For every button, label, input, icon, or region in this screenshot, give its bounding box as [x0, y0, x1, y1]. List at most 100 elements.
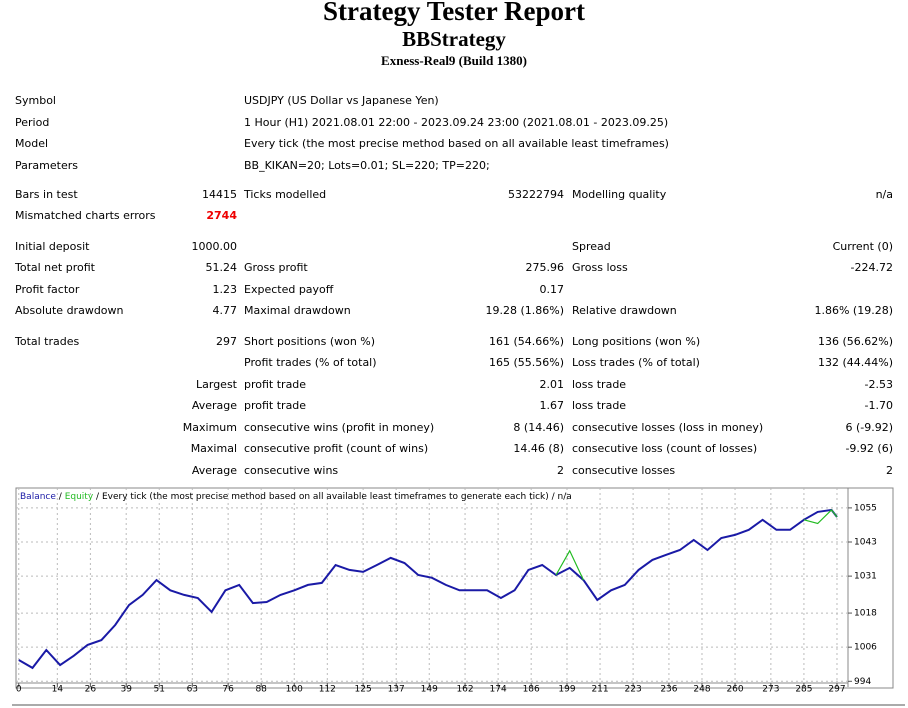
stat-cell: profit trade	[244, 377, 307, 391]
stat-cell: 161 (54.66%)	[488, 334, 564, 348]
stat-cell: 1.86% (19.28)	[814, 304, 893, 318]
stat-cell: -2.53	[864, 377, 893, 391]
x-tick-label: 236	[660, 685, 677, 695]
x-tick-label: 100	[286, 685, 303, 695]
stat-cell: consecutive wins (profit in money)	[244, 420, 435, 434]
stat-cell: Loss trades (% of total)	[572, 356, 700, 370]
stat-cell: -224.72	[850, 261, 893, 275]
x-tick-label: 297	[828, 685, 845, 695]
stat-cell: Gross profit	[244, 261, 308, 275]
stat-cell: 1.67	[539, 399, 565, 413]
stat-cell: consecutive loss (count of losses)	[572, 442, 758, 456]
legend-item: /	[59, 492, 63, 502]
stat-cell: loss trade	[572, 399, 627, 413]
y-tick-label: 1006	[854, 643, 877, 653]
stat-cell: 14.46 (8)	[513, 442, 564, 456]
legend-item: / Every tick (the most precise method ba…	[96, 492, 572, 502]
stat-cell: 275.96	[525, 261, 565, 275]
x-tick-label: 137	[388, 685, 405, 695]
stat-cell: Maximal drawdown	[244, 304, 351, 318]
info-label: Parameters	[15, 159, 78, 173]
info-label: Period	[15, 115, 50, 129]
stat-cell: Maximum	[182, 420, 237, 434]
x-tick-label: 162	[456, 685, 473, 695]
info-value: 1 Hour (H1) 2021.08.01 22:00 - 2023.09.2…	[244, 115, 669, 129]
x-tick-label: 0	[16, 685, 22, 695]
stat-cell: 8 (14.46)	[513, 420, 564, 434]
report-title: Strategy Tester Report	[323, 0, 585, 26]
stat-cell: Mismatched charts errors	[15, 209, 156, 223]
x-tick-label: 63	[187, 685, 198, 695]
y-tick-label: 994	[854, 677, 871, 687]
x-tick-label: 174	[490, 685, 507, 695]
info-value: BB_KIKAN=20; Lots=0.01; SL=220; TP=220;	[244, 159, 490, 173]
stat-cell: -1.70	[864, 399, 893, 413]
stat-cell: consecutive losses	[572, 463, 676, 477]
stat-cell: 4.77	[212, 304, 238, 318]
stat-cell: loss trade	[572, 377, 627, 391]
stat-cell: profit trade	[244, 399, 307, 413]
x-tick-label: 273	[762, 685, 779, 695]
x-tick-label: 260	[726, 685, 743, 695]
stat-cell: Total trades	[15, 334, 80, 348]
stat-cell: 14415	[202, 187, 237, 201]
server-name: Exness-Real9 (Build 1380)	[381, 53, 527, 68]
stat-cell: Modelling quality	[572, 187, 667, 201]
stat-cell: Current (0)	[832, 239, 893, 253]
info-label: Model	[15, 137, 49, 151]
x-tick-label: 88	[255, 685, 267, 695]
stat-cell: Profit factor	[15, 282, 80, 296]
stat-cell: Maximal	[190, 442, 237, 456]
stat-cell: Long positions (won %)	[572, 334, 701, 348]
stat-cell: 1.23	[212, 282, 238, 296]
stat-cell: 51.24	[205, 261, 238, 275]
stat-cell: 0.17	[539, 282, 565, 296]
info-label: Symbol	[15, 94, 56, 107]
stat-cell: -9.92 (6)	[845, 442, 893, 456]
y-tick-label: 1031	[854, 572, 877, 582]
x-tick-label: 14	[52, 685, 64, 695]
stat-cell: consecutive wins	[244, 463, 339, 477]
x-tick-label: 149	[421, 685, 438, 695]
legend-item: Balance	[20, 492, 56, 502]
stat-cell: Absolute drawdown	[15, 304, 124, 318]
stat-cell: 132 (44.44%)	[817, 356, 893, 370]
stat-cell: 19.28 (1.86%)	[485, 304, 564, 318]
x-tick-label: 76	[222, 685, 234, 695]
x-tick-label: 26	[85, 685, 97, 695]
stat-cell: 53222794	[508, 187, 564, 201]
report-subtitle: BBStrategy	[402, 27, 506, 51]
stat-cell: n/a	[875, 187, 893, 201]
info-value: USDJPY (US Dollar vs Japanese Yen)	[244, 94, 439, 107]
x-tick-label: 211	[591, 685, 608, 695]
stat-cell: consecutive losses (loss in money)	[572, 420, 764, 434]
stat-cell: consecutive profit (count of wins)	[244, 442, 429, 456]
series-line	[18, 508, 838, 670]
stat-cell: Initial deposit	[15, 239, 90, 253]
error-value: 2744	[206, 209, 237, 223]
stat-cell: 297	[216, 334, 237, 348]
stat-cell: 2.01	[539, 377, 565, 391]
x-tick-label: 285	[795, 685, 812, 695]
series-line	[555, 508, 838, 581]
stat-cell: Average	[191, 399, 237, 413]
stat-cell: Expected payoff	[244, 282, 334, 296]
stat-cell: Bars in test	[15, 187, 78, 201]
info-value: Every tick (the most precise method base…	[244, 137, 669, 151]
stat-cell: Gross loss	[572, 261, 628, 275]
y-tick-label: 1043	[854, 538, 877, 548]
x-tick-label: 125	[355, 685, 372, 695]
x-tick-label: 39	[120, 685, 132, 695]
y-tick-label: 1018	[854, 609, 877, 619]
x-tick-label: 248	[693, 685, 710, 695]
y-tick-label: 1055	[854, 503, 877, 513]
x-tick-label: 186	[523, 685, 540, 695]
stat-cell: Profit trades (% of total)	[244, 356, 377, 370]
stat-cell: Relative drawdown	[572, 304, 677, 318]
stat-cell: Short positions (won %)	[244, 334, 376, 348]
legend: Balance / Equity / Every tick (the most …	[20, 492, 572, 502]
stat-cell: 2	[557, 463, 564, 477]
stat-cell: 2	[886, 463, 893, 477]
stat-cell: Average	[191, 463, 237, 477]
stat-cell: Spread	[572, 239, 611, 253]
